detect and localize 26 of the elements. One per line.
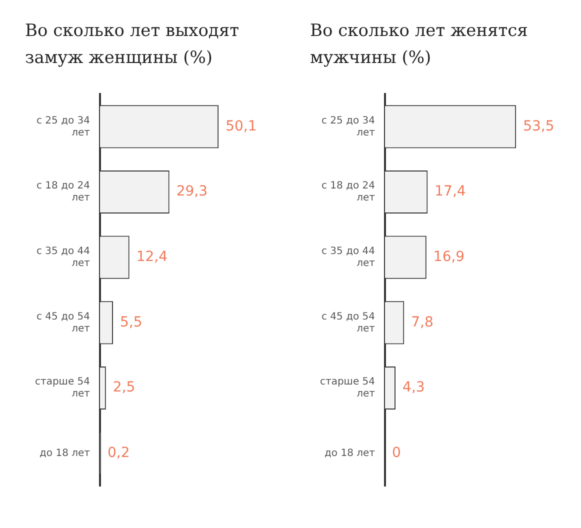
data-label: 12,4 — [136, 248, 168, 265]
data-label: 29,3 — [176, 184, 208, 200]
y-tick-label: с 35 до 44 лет — [36, 246, 90, 269]
data-label: 4,3 — [402, 380, 425, 396]
y-tick-label: до 18 лет — [40, 448, 90, 459]
y-tick-label: старше 54 лет — [34, 376, 90, 400]
data-label: 16,9 — [433, 248, 465, 265]
data-label: 0,2 — [107, 444, 130, 461]
y-tick-label: с 45 до 54 лет — [36, 311, 90, 334]
data-label: 2,5 — [112, 380, 136, 396]
data-label: 50,1 — [226, 118, 257, 134]
data-label: 7,8 — [411, 314, 434, 330]
y-tick-label: с 18 до 24 лет — [321, 180, 376, 204]
data-label: 17,4 — [434, 184, 466, 200]
y-tick-label: с 45 до 54 лет — [321, 311, 376, 334]
data-label: 5,5 — [120, 314, 142, 330]
y-tick-label: с 35 до 44 лет — [321, 246, 376, 269]
chart-title: Во сколько лет выходят замуж женщины (%) — [25, 20, 240, 70]
y-tick-label: старше 54 лет — [320, 376, 376, 400]
y-tick-label: с 25 до 34 лет — [36, 115, 90, 138]
data-label: 0 — [392, 444, 401, 461]
chart-title: Во сколько лет женятся мужчины (%) — [310, 20, 529, 70]
y-tick-label: с 25 до 34 лет — [321, 115, 376, 138]
data-label: 53,5 — [523, 118, 554, 134]
y-tick-label: с 18 до 24 лет — [36, 180, 90, 204]
y-tick-label: до 18 лет — [324, 448, 376, 459]
